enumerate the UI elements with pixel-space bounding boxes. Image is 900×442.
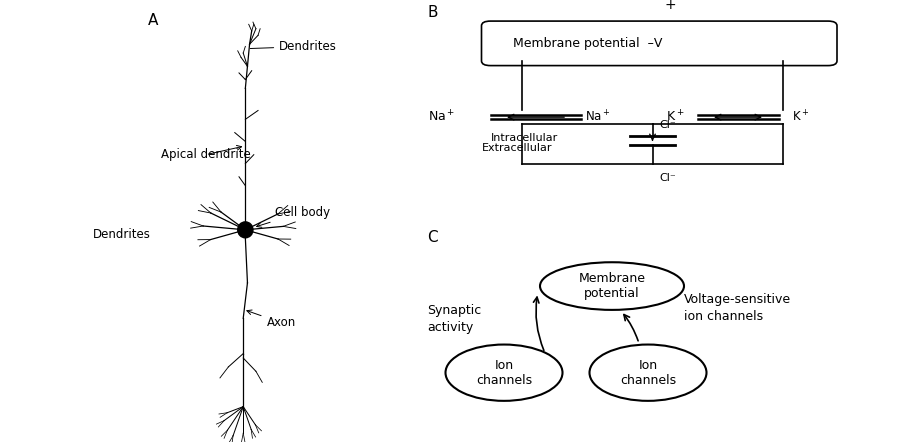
Text: Ion
channels: Ion channels <box>476 359 532 387</box>
Text: Apical dendrite: Apical dendrite <box>161 145 250 161</box>
Text: Voltage-sensitive
ion channels: Voltage-sensitive ion channels <box>684 293 791 323</box>
Text: B: B <box>428 5 438 20</box>
Text: Membrane
potential: Membrane potential <box>579 272 645 300</box>
Text: Axon: Axon <box>247 310 296 329</box>
Text: K$^+$: K$^+$ <box>792 110 809 125</box>
Text: Intracellular: Intracellular <box>491 133 558 143</box>
Text: Membrane potential  –V: Membrane potential –V <box>513 37 662 50</box>
Text: Cell body: Cell body <box>256 206 330 227</box>
Text: C: C <box>428 230 438 245</box>
Text: Synaptic
activity: Synaptic activity <box>428 304 482 334</box>
Text: +: + <box>665 0 676 12</box>
Text: K$^+$: K$^+$ <box>666 110 684 125</box>
FancyBboxPatch shape <box>482 21 837 65</box>
Circle shape <box>590 345 706 401</box>
Ellipse shape <box>540 262 684 310</box>
Text: Dendrites: Dendrites <box>93 228 151 241</box>
Text: Ion
channels: Ion channels <box>620 359 676 387</box>
Text: Dendrites: Dendrites <box>250 40 338 53</box>
Text: Extracellular: Extracellular <box>482 143 552 152</box>
Text: A: A <box>148 13 158 28</box>
Text: Cl⁻: Cl⁻ <box>659 173 676 183</box>
Circle shape <box>238 222 253 238</box>
Text: Cl⁻: Cl⁻ <box>659 120 676 130</box>
Text: Na$^+$: Na$^+$ <box>428 110 454 125</box>
Text: Na$^+$: Na$^+$ <box>585 110 611 125</box>
Circle shape <box>446 345 562 401</box>
